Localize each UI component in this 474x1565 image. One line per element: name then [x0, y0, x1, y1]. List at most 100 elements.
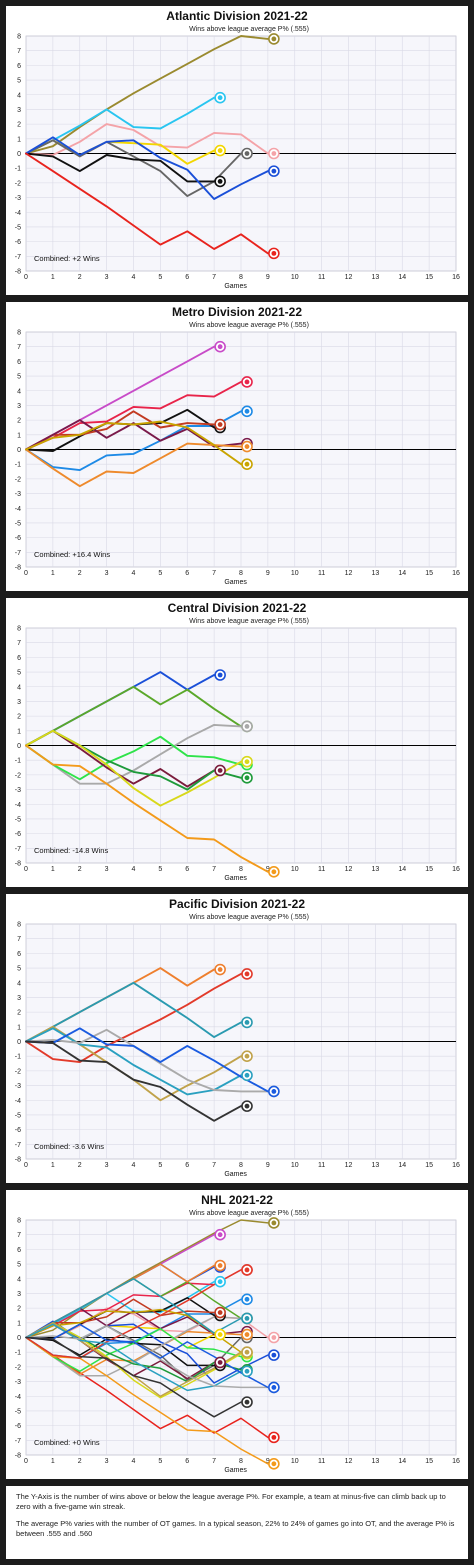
y-tick-label: -4 [15, 1394, 21, 1401]
x-tick-label: 12 [345, 866, 353, 873]
seattle-kraken-logo [241, 1365, 253, 1378]
y-tick-label: 7 [17, 936, 21, 943]
central-division-chart: -8 -7 -6 -5 -4 -3 -2 -1 0 1 2 3 4 5 6 7 8 0 1 2 3 4 5 6 7 8 9 10 11 1… [6, 598, 468, 887]
edmonton-oilers-logo [214, 963, 226, 976]
x-tick-label: 2 [78, 1458, 82, 1465]
pacific-division-chart: -8 -7 -6 -5 -4 -3 -2 -1 0 1 2 3 4 5 6 7 8 0 1 2 3 4 5 6 7 8 9 10 11 1… [6, 894, 468, 1183]
x-tick-label: 9 [266, 1162, 270, 1169]
y-tick-label: -7 [15, 550, 21, 557]
x-tick-label: 9 [266, 274, 270, 281]
series-line [25, 1323, 242, 1392]
x-tick-label: 12 [345, 570, 353, 577]
y-tick-label: -3 [15, 1083, 21, 1090]
y-tick-label: 0 [17, 151, 21, 158]
x-tick-label: 4 [132, 866, 136, 873]
toronto-maple-leafs-logo [268, 165, 280, 177]
y-tick-label: -8 [15, 269, 21, 276]
x-tick-label: 15 [425, 866, 433, 873]
x-tick-label: 3 [105, 274, 109, 281]
x-tick-label: 2 [78, 274, 82, 281]
edmonton-oilers-logo [214, 1259, 226, 1272]
x-tick-label: 4 [132, 274, 136, 281]
x-tick-label: 1 [51, 1162, 55, 1169]
combined-wins-label: Combined: -3.6 Wins [34, 1142, 104, 1151]
vegas-golden-knights-logo [241, 1050, 253, 1062]
combined-wins-label: Combined: +2 Wins [34, 254, 100, 263]
y-tick-label: 0 [17, 447, 21, 454]
y-tick-label: -2 [15, 1068, 21, 1075]
note-average-pct: The average P% varies with the number of… [16, 1519, 455, 1539]
x-tick-label: 3 [105, 1458, 109, 1465]
x-tick-label: 5 [158, 1458, 162, 1465]
y-tick-label: -2 [15, 180, 21, 187]
x-tick-label: 7 [212, 866, 216, 873]
series-line [25, 419, 242, 451]
y-tick-label: 7 [17, 1232, 21, 1239]
montreal-canadiens-logo [268, 247, 280, 260]
chart-subtitle: Wins above league average P% (.555) [189, 1210, 309, 1217]
columbus-blue-jackets-logo [241, 1328, 253, 1341]
x-tick-label: 1 [51, 1458, 55, 1465]
boston-bruins-logo [214, 144, 226, 157]
y-tick-label: -5 [15, 224, 21, 231]
x-tick-label: 5 [158, 274, 162, 281]
x-tick-label: 10 [291, 274, 299, 281]
series-line [25, 410, 216, 451]
y-tick-label: 8 [17, 34, 21, 41]
y-tick-label: -6 [15, 831, 21, 838]
chart-subtitle: Wins above league average P% (.555) [189, 322, 309, 329]
y-tick-label: -8 [15, 861, 21, 868]
los-angeles-kings-logo [241, 1100, 253, 1112]
x-tick-label: 7 [212, 1458, 216, 1465]
series-line [25, 1278, 242, 1339]
combined-wins-label: Combined: +16.4 Wins [34, 550, 110, 559]
y-tick-label: 2 [17, 122, 21, 129]
y-tick-label: -4 [15, 506, 21, 513]
seattle-kraken-logo [241, 1069, 253, 1082]
x-tick-label: 14 [398, 866, 406, 873]
y-tick-label: 4 [17, 92, 21, 99]
arizona-coyotes-logo [241, 755, 253, 768]
series-line [25, 136, 269, 200]
series-line [25, 1269, 242, 1339]
new-york-rangers-logo [241, 405, 253, 418]
x-tick-label: 14 [398, 570, 406, 577]
series-line [25, 35, 269, 155]
new-jersey-devils-logo [214, 418, 226, 431]
columbus-blue-jackets-logo [241, 440, 253, 453]
y-tick-label: 6 [17, 655, 21, 662]
y-tick-label: 4 [17, 684, 21, 691]
y-tick-label: 2 [17, 1010, 21, 1017]
x-tick-label: 8 [239, 866, 243, 873]
x-axis-label: Games [224, 1171, 247, 1178]
y-tick-label: 6 [17, 1247, 21, 1254]
x-tick-label: 4 [132, 1458, 136, 1465]
chart-title: NHL 2021-22 [201, 1193, 273, 1207]
x-tick-label: 0 [24, 570, 28, 577]
san-jose-sharks-logo [241, 1312, 253, 1325]
x-tick-label: 6 [185, 1458, 189, 1465]
combined-wins-label: Combined: +0 Wins [34, 1438, 100, 1447]
x-tick-label: 15 [425, 570, 433, 577]
y-tick-label: 7 [17, 344, 21, 351]
chart-subtitle: Wins above league average P% (.555) [189, 26, 309, 33]
buffalo-sabres-logo [214, 1275, 226, 1288]
washington-capitals-logo [241, 376, 253, 388]
y-tick-label: 6 [17, 951, 21, 958]
x-tick-label: 10 [291, 1458, 299, 1465]
x-tick-label: 13 [371, 866, 379, 873]
calgary-flames-logo [241, 1264, 253, 1276]
x-tick-label: 14 [398, 274, 406, 281]
y-tick-label: -6 [15, 239, 21, 246]
buffalo-sabres-logo [214, 91, 226, 104]
x-tick-label: 5 [158, 866, 162, 873]
x-tick-label: 2 [78, 1162, 82, 1169]
boston-bruins-logo [214, 1328, 226, 1341]
explanation-notes: The Y-Axis is the number of wins above o… [6, 1486, 468, 1559]
y-tick-label: 8 [17, 626, 21, 633]
x-tick-label: 1 [51, 866, 55, 873]
y-tick-label: 8 [17, 330, 21, 337]
